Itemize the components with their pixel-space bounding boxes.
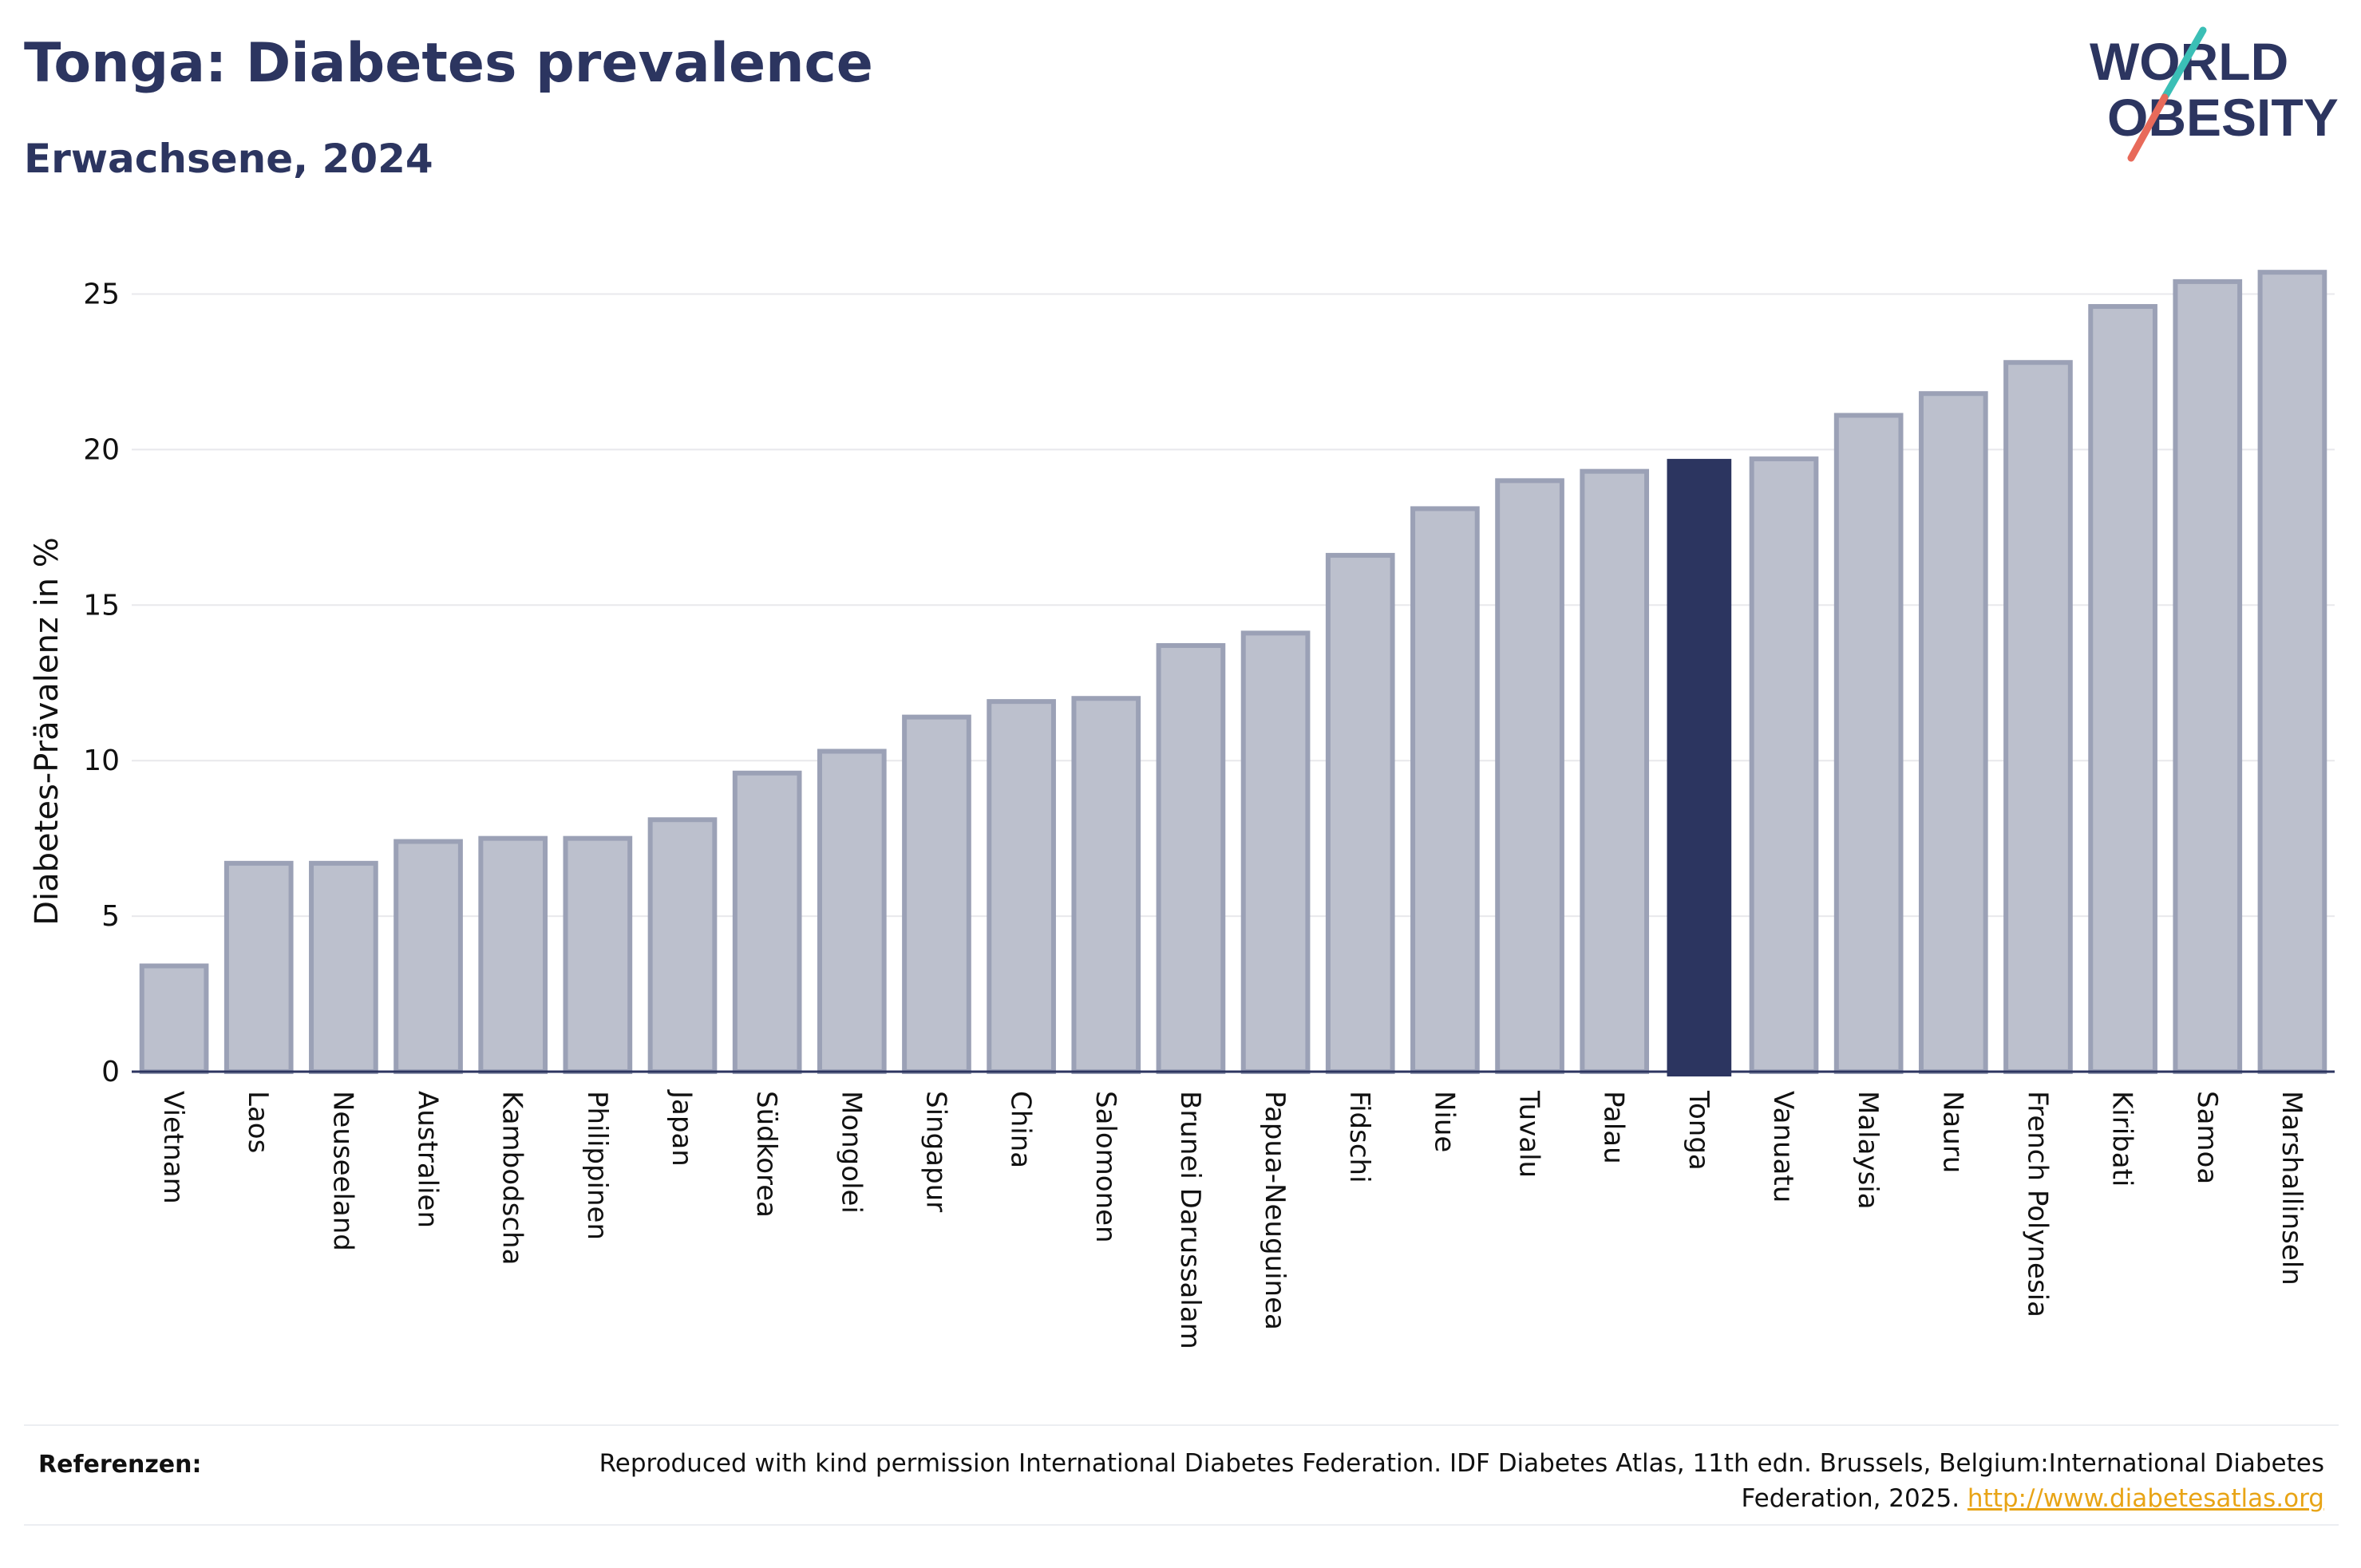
bar-mongolei: [817, 748, 887, 1074]
bar-china: [987, 699, 1056, 1074]
bar-vietnam: [139, 963, 209, 1074]
references-body: Reproduced with kind permission Internat…: [599, 1449, 2324, 1513]
x-tick-label: Neuseeland: [326, 1091, 358, 1251]
x-tick-label: French Polynesia: [2021, 1091, 2053, 1317]
bar-brunei-darussalam: [1156, 642, 1226, 1074]
footer-divider-bottom: [24, 1524, 2339, 1526]
x-tick-labels: Vietnam Laos Neuseeland Australien Kambodsch…: [157, 1089, 2308, 1349]
y-tick-labels: 0 5 10 15 20 25: [83, 278, 120, 1088]
bar-french-polynesia: [2003, 360, 2073, 1075]
y-tick-label: 25: [83, 278, 120, 310]
references-text: Reproduced with kind permission Internat…: [528, 1446, 2324, 1516]
bar-nauru: [1918, 391, 1988, 1075]
bar-kiribati: [2088, 304, 2157, 1074]
x-tick-label: Papua-Neuguinea: [1259, 1091, 1291, 1330]
y-tick-label: 0: [101, 1056, 120, 1088]
y-tick-label: 20: [83, 433, 120, 466]
bar-samoa: [2173, 278, 2243, 1074]
x-tick-label: Laos: [242, 1091, 274, 1153]
bar-fidschi: [1325, 552, 1395, 1074]
x-tick-label: Kiribati: [2106, 1091, 2138, 1187]
bar-laos: [223, 860, 294, 1074]
bar-australien: [394, 839, 463, 1075]
x-tick-label: Samoa: [2191, 1091, 2223, 1184]
world-obesity-logo: WORLD OBESITY: [2090, 26, 2339, 162]
x-tick-label: Japan: [666, 1089, 698, 1167]
x-tick-label: Nauru: [1936, 1091, 1968, 1173]
bar-neuseeland: [309, 860, 378, 1074]
bar-papua-neuguinea: [1240, 630, 1311, 1074]
references-label: Referenzen:: [38, 1451, 202, 1479]
x-tick-label: Südkorea: [750, 1091, 782, 1218]
bars: [139, 270, 2327, 1076]
x-tick-label: China: [1005, 1091, 1037, 1168]
x-tick-label: Philippinen: [581, 1091, 613, 1240]
x-tick-label: Marshallinseln: [2276, 1091, 2308, 1286]
bar-tonga: [1667, 459, 1732, 1076]
x-tick-label: Vanuatu: [1767, 1091, 1799, 1203]
y-tick-label: 5: [101, 900, 120, 933]
x-tick-label: Vietnam: [157, 1091, 189, 1204]
bar-salomonen: [1071, 696, 1141, 1075]
x-tick-label: Fidschi: [1343, 1091, 1375, 1183]
x-tick-label: Palau: [1598, 1091, 1630, 1164]
x-tick-label: Australien: [412, 1091, 444, 1228]
bar-kambodscha: [478, 835, 548, 1074]
x-tick-label: Malaysia: [1852, 1091, 1884, 1210]
bar-tuvalu: [1495, 478, 1564, 1074]
x-tick-label: Mongolei: [835, 1091, 867, 1214]
bar-marshallinseln: [2257, 270, 2327, 1075]
bar-philippinen: [563, 835, 633, 1074]
references-link[interactable]: http://www.diabetesatlas.org: [1967, 1484, 2324, 1513]
chart-subtitle: Erwachsene, 2024: [24, 136, 433, 182]
x-tick-label: Brunei Darussalam: [1174, 1091, 1206, 1349]
bar-japan: [647, 817, 718, 1074]
bar-niue: [1410, 506, 1480, 1074]
y-tick-label: 10: [83, 745, 120, 777]
y-tick-label: 15: [83, 589, 120, 622]
x-tick-label: Niue: [1428, 1091, 1460, 1152]
bar-vanuatu: [1749, 456, 1819, 1074]
bar-singapur: [902, 714, 971, 1075]
bar-südkorea: [732, 770, 802, 1074]
bar-malaysia: [1833, 413, 1904, 1074]
bar-palau: [1580, 468, 1650, 1074]
y-axis-label: Diabetes-Prävalenz in %: [29, 537, 65, 926]
x-tick-label: Singapur: [919, 1091, 951, 1212]
x-tick-label: Salomonen: [1090, 1091, 1121, 1243]
bar-chart: 0 5 10 15 20 25 Vietnam Laos Neuseeland Australi…: [29, 270, 2335, 1349]
x-tick-label: Kambodscha: [496, 1091, 528, 1265]
x-tick-label: Tonga: [1683, 1090, 1714, 1171]
footer-divider-top: [24, 1424, 2339, 1426]
chart-title: Tonga: Diabetes prevalence: [24, 32, 873, 95]
x-tick-label: Tuvalu: [1513, 1090, 1545, 1178]
